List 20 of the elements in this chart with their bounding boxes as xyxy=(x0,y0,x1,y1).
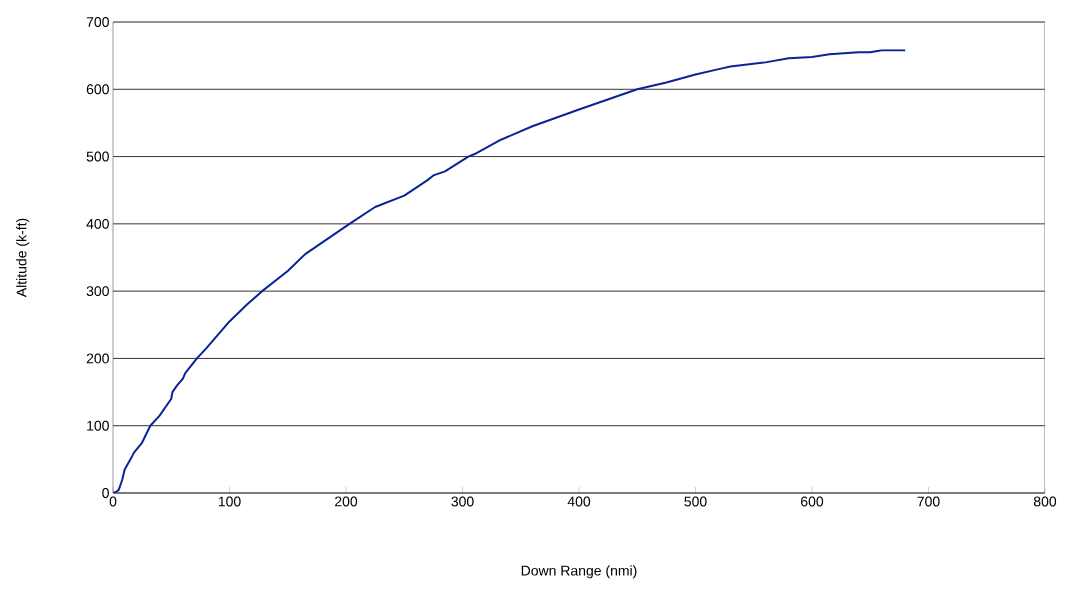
y-tick-label: 0 xyxy=(102,488,109,498)
x-tick-label: 500 xyxy=(684,496,707,507)
y-tick-label: 400 xyxy=(86,218,109,229)
y-axis-title: Altitude (k-ft) xyxy=(16,218,30,298)
y-tick-label: 500 xyxy=(86,151,109,162)
x-tick-label: 100 xyxy=(218,496,241,507)
line-series xyxy=(113,49,907,493)
x-tick-label: 300 xyxy=(451,496,474,507)
y-tick-label: 700 xyxy=(86,17,109,27)
y-tick-label: 600 xyxy=(86,84,109,95)
x-tick-label: 200 xyxy=(335,496,358,507)
x-axis-title: Down Range (nmi) xyxy=(521,565,637,579)
y-tick-label: 100 xyxy=(87,420,109,431)
x-tick-label: 800 xyxy=(1033,496,1057,507)
x-tick-label: 700 xyxy=(917,496,940,507)
y-tick-label: 200 xyxy=(86,353,109,364)
y-tick-label: 300 xyxy=(86,286,109,297)
x-tick-label: 600 xyxy=(801,496,824,507)
x-tick-label: 0 xyxy=(109,496,117,507)
x-tick-label: 400 xyxy=(567,496,591,507)
